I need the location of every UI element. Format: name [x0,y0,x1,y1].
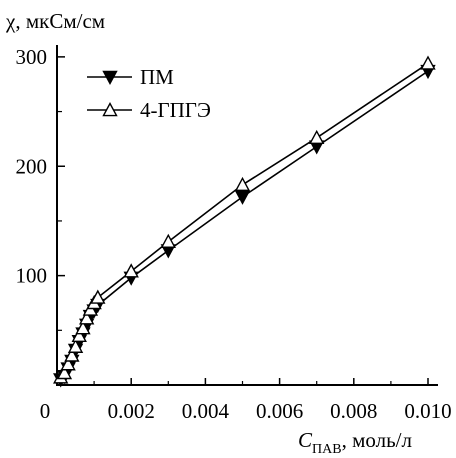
series-2-point [123,263,139,278]
series-2-point [90,289,106,304]
series-2-point [75,320,91,335]
legend-marker-1 [102,70,118,85]
series-2-point [420,55,436,70]
series-2-point [71,327,87,343]
series-markers [53,55,436,388]
series-2-point [67,338,84,353]
series-2-point [64,347,80,362]
series-2-point [79,310,95,325]
x-tick-label: 0.006 [256,399,303,423]
legend-label-2: 4-ГПГЭ [140,98,211,122]
y-tick-label: 300 [16,45,48,69]
x-tick-label: 0.004 [182,399,230,423]
series-2-point [309,129,325,145]
x-tick-label: 0.002 [108,399,155,423]
x-tick-label: 0.008 [330,399,377,423]
y-tick-label: 200 [16,154,48,178]
y-axis-title: χ, мкСм/см [5,9,105,33]
legend-marker-2 [102,102,118,117]
series-2-point [60,356,76,371]
series-2-point [56,364,73,380]
series-2-point [234,176,251,192]
legend-label-1: ПМ [140,65,174,89]
series-2-point [160,233,176,248]
x-axis-title: CПАВ, моль/л [298,428,412,457]
legend: ПМ 4-ГПГЭ [87,65,211,122]
series-1-point [234,190,251,205]
x-axis-title-unit: , моль/л [342,428,412,452]
x-tick-label: 0 [40,399,51,423]
ticks: 0 0.002 0.004 0.006 0.008 0.010 100 200 300 [16,45,452,423]
x-axis-title-subscript: ПАВ [312,442,342,457]
series-line-1 [60,70,429,381]
y-tick-label: 100 [16,264,48,288]
x-axis-title-main: C [298,428,313,452]
x-tick-label: 0.010 [404,399,451,423]
series-lines [60,62,429,381]
